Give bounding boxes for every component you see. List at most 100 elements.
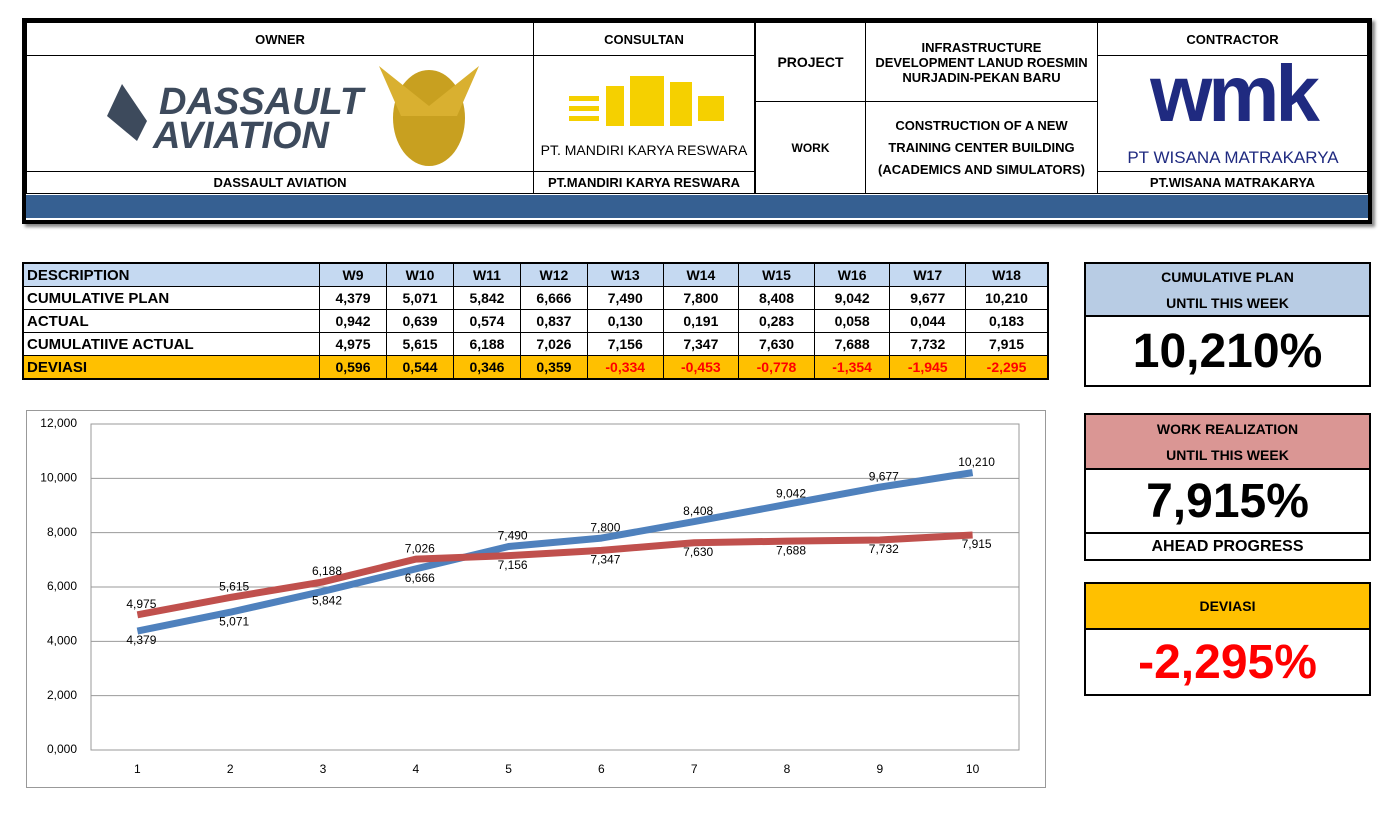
x-tick-label: 9 [876,762,883,776]
table-cell: 5,842 [452,286,521,310]
table-cell: 5,615 [385,332,454,356]
data-label: 7,026 [405,541,435,555]
table-cell: 7,156 [586,332,664,356]
table-row: CUMULATIIVE ACTUAL 4,975 5,615 6,188 7,026 7,… [22,332,1049,356]
row-label: DEVIASI [22,355,320,380]
y-tick-label: 2,000 [47,688,77,702]
header-cell: W13 [586,262,664,287]
table-cell: 7,347 [662,332,740,356]
progress-table: DESCRIPTION W9 W10 W11 W12 W13 W14 W15 W16 W17 W18… [22,262,1049,380]
table-cell: -1,945 [889,355,967,380]
data-label: 10,210 [958,455,995,469]
series-line [136,531,973,619]
table-cell: 9,677 [889,286,967,310]
consultant-logo-text: PT. MANDIRI KARYA RESWARA [540,142,748,158]
data-label: 7,732 [869,542,899,556]
table-cell: 6,188 [452,332,521,356]
table-cell: 9,042 [813,286,891,310]
data-label: 7,156 [498,558,528,572]
owner-logo: DASSAULT AVIATION [26,55,534,172]
table-cell: 0,058 [813,309,891,333]
summary-title-line: CUMULATIVE PLAN [1161,268,1294,285]
header-cell: W15 [738,262,815,287]
x-tick-label: 10 [966,762,980,776]
table-cell: 0,130 [586,309,664,333]
owner-name: DASSAULT AVIATION [26,171,534,194]
chart-box: 0,000 2,000 4,000 6,000 8,000 10,000 12,000 1 2 3… [26,410,1046,788]
data-label: 6,188 [312,564,342,578]
summary-value: 10,210% [1132,324,1323,378]
table-cell: -0,334 [586,355,664,380]
summary-title: DEVIASI [1086,584,1369,630]
data-label: 9,042 [776,487,806,501]
table-cell: -2,295 [965,355,1049,380]
header-row: DESCRIPTION W9 W10 W11 W12 W13 W14 W15 W16 W17 W18 [22,262,1049,287]
table-row: ACTUAL 0,942 0,639 0,574 0,837 0,130 0,191 0,28… [22,309,1049,333]
header-cell: W9 [319,262,387,287]
project-label: PROJECT [755,22,866,102]
y-tick-label: 6,000 [47,579,77,593]
consultant-logo: PT. MANDIRI KARYA RESWARA [533,55,755,172]
data-label: 7,630 [683,545,713,559]
table-cell: 7,800 [662,286,740,310]
data-label: 4,975 [126,597,156,611]
header-cell: W12 [519,262,588,287]
x-tick-label: 4 [412,762,419,776]
summary-box: CUMULATIVE PLAN UNTIL THIS WEEK 10,210% [1084,262,1371,387]
summary-value: -2,295% [1138,635,1317,689]
table-cell: 7,490 [586,286,664,310]
table-cell: -0,778 [738,355,815,380]
row-label: ACTUAL [22,309,320,333]
contractor-logo: wmk PT WISANA MATRAKARYA [1097,49,1368,172]
data-label: 7,915 [962,537,992,551]
summary-box: WORK REALIZATION UNTIL THIS WEEK 7,915% A… [1084,413,1371,561]
table-row: DEVIASI 0,596 0,544 0,346 0,359 -0,334 -0,453-… [22,355,1049,380]
table-cell: -0,453 [662,355,740,380]
table-cell: 7,026 [519,332,588,356]
table-cell: 0,044 [889,309,967,333]
contractor-logo-name: PT WISANA MATRAKARYA [1127,148,1339,167]
table-cell: 7,915 [965,332,1049,356]
table-cell: 0,544 [385,355,454,380]
header-cell: W11 [452,262,521,287]
table-cell: 0,837 [519,309,588,333]
x-tick-label: 2 [227,762,234,776]
summary-title-line: WORK REALIZATION [1156,420,1299,437]
x-tick-label: 6 [598,762,605,776]
work-label: WORK [755,101,866,194]
summary-note: AHEAD PROGRESS [1151,537,1304,555]
table-cell: 7,630 [738,332,815,356]
table-cell: 0,359 [519,355,588,380]
table-row: CUMULATIVE PLAN 4,379 5,071 5,842 6,666 7,490… [22,286,1049,310]
table-cell: 0,574 [452,309,521,333]
table-cell: 7,732 [889,332,967,356]
header-cell: DESCRIPTION [22,262,320,287]
row-label: CUMULATIVE PLAN [22,286,320,310]
data-label: 7,347 [590,553,620,567]
x-tick-label: 1 [134,762,141,776]
table-cell: 4,379 [319,286,387,310]
work-text: CONSTRUCTION OF A NEW TRAINING CENTER BU… [865,101,1098,194]
summary-title: CUMULATIVE PLAN UNTIL THIS WEEK [1086,264,1369,317]
table-cell: 0,191 [662,309,740,333]
chart: 0,000 2,000 4,000 6,000 8,000 10,000 12,000 1 2 3… [40,416,1020,776]
x-tick-label: 7 [691,762,698,776]
y-tick-label: 10,000 [40,471,77,485]
data-label: 9,677 [869,469,899,483]
table-cell: 8,408 [738,286,815,310]
summary-value: 7,915% [1086,470,1369,534]
y-tick-label: 0,000 [47,742,77,756]
table-cell: 0,183 [965,309,1049,333]
data-label: 5,071 [219,614,249,628]
summary-title-line: UNTIL THIS WEEK [1166,446,1289,463]
data-label: 8,408 [683,504,713,518]
data-label: 5,842 [312,593,342,607]
summary-title-line: UNTIL THIS WEEK [1166,294,1289,311]
table-cell: 0,283 [738,309,815,333]
consultant-name: PT.MANDIRI KARYA RESWARA [533,171,755,194]
logo-text: AVIATION [152,115,330,157]
data-label: 7,490 [498,529,528,543]
header-cell: W10 [385,262,454,287]
header-band [26,195,1368,218]
